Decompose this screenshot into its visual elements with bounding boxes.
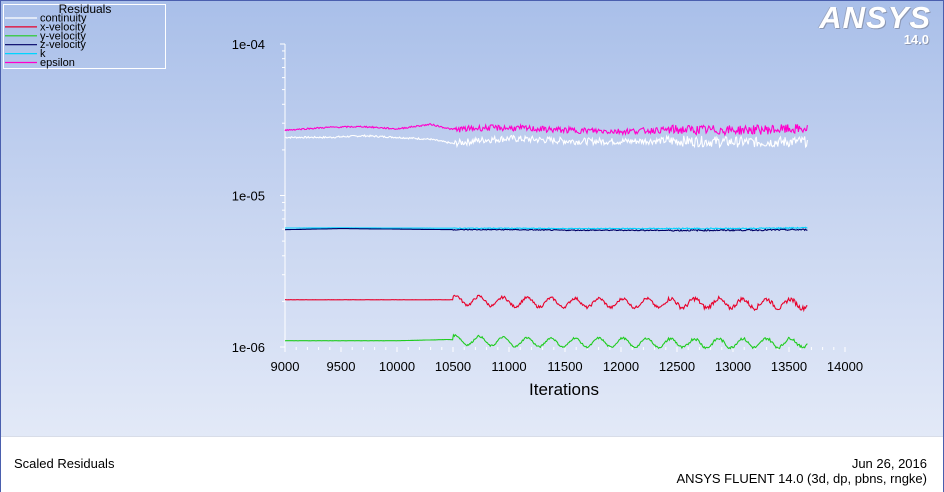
logo-version: 14.0 — [903, 32, 929, 47]
legend-title: Residuals — [59, 2, 112, 16]
x-tick-label: 11000 — [491, 359, 526, 374]
legend: Residualscontinuityx-velocityy-velocityz… — [3, 2, 166, 69]
residuals-chart: Residualscontinuityx-velocityy-velocityz… — [3, 2, 863, 399]
legend-entry: k — [40, 48, 46, 60]
legend-entry: y-velocity — [40, 30, 86, 42]
y-tick-label: 1e-05 — [232, 189, 265, 204]
x-tick-label: 10500 — [435, 359, 471, 374]
series-line-epsilon — [284, 122, 808, 137]
y-tick-label: 1e-06 — [232, 340, 265, 355]
series-line-k — [285, 226, 808, 230]
x-tick-label: 12000 — [603, 359, 639, 374]
logo-wordmark: ANSYS — [819, 0, 931, 35]
x-tick-label: 12500 — [659, 359, 695, 374]
legend-entry: continuity — [40, 13, 87, 25]
series-line-x-velocity — [285, 294, 808, 313]
chart-axes: 1e-04 1e-05 1e-06 9000 9500 10000 10500 11000 11… — [232, 37, 863, 399]
chart-series — [284, 122, 808, 350]
legend-entry: x-velocity — [40, 21, 86, 33]
series-line-continuity — [284, 133, 808, 149]
x-tick-label: 13000 — [715, 359, 751, 374]
series-line-y-velocity — [284, 333, 808, 350]
x-tick-label: 11500 — [547, 359, 582, 374]
x-tick-label: 9000 — [271, 359, 300, 374]
x-tick-label: 10000 — [379, 359, 415, 374]
legend-box — [3, 4, 166, 69]
x-tick-label: 14000 — [827, 359, 863, 374]
footer-date: Jun 26, 2016 — [851, 456, 927, 471]
footer-caption: Scaled Residuals — [14, 456, 115, 471]
ansys-logo: ANSYS 14.0 — [819, 0, 931, 47]
series-line-z-velocity — [285, 228, 808, 232]
legend-entry: z-velocity — [40, 39, 86, 51]
footer-product: ANSYS FLUENT 14.0 (3d, dp, pbns, rngke) — [676, 471, 928, 486]
x-axis-label: Iterations — [529, 380, 599, 399]
x-tick-label: 9500 — [327, 359, 356, 374]
x-tick-label: 13500 — [771, 359, 807, 374]
y-tick-label: 1e-04 — [232, 37, 265, 52]
footer: Scaled Residuals Jun 26, 2016 ANSYS FLUE… — [1, 436, 943, 492]
legend-entry: epsilon — [40, 57, 75, 69]
